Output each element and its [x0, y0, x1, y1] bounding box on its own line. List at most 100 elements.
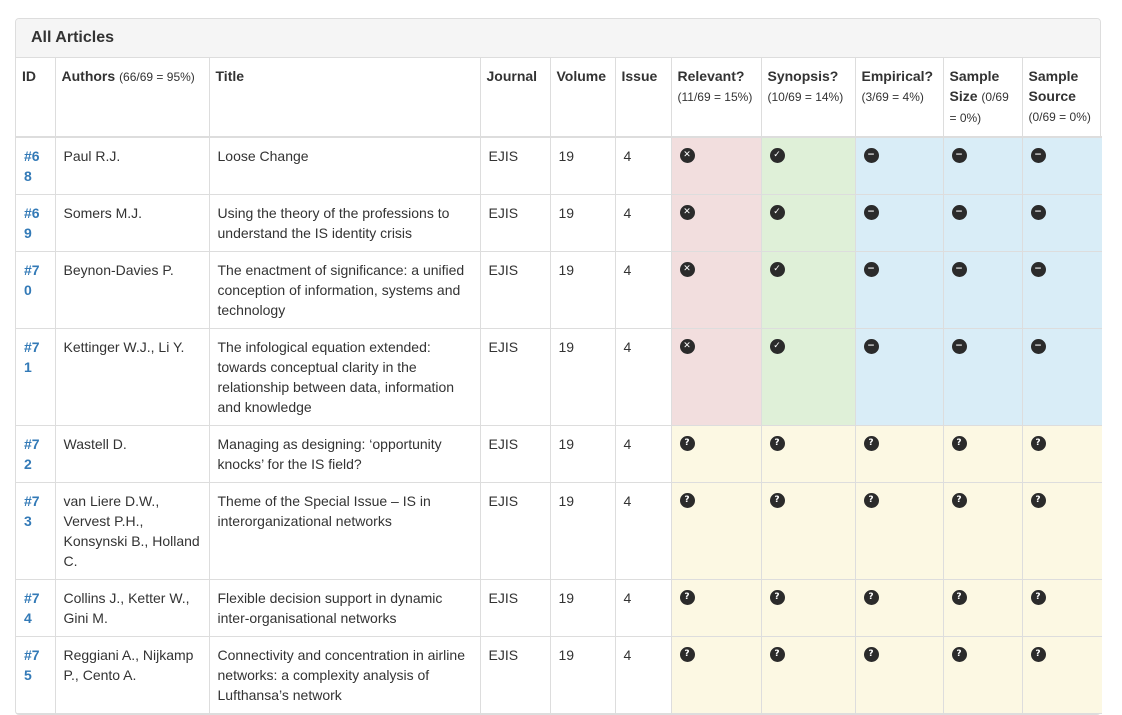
- article-id-cell: #69: [16, 194, 56, 252]
- question-circle-icon: ?: [951, 436, 967, 451]
- volume-cell: 19: [549, 425, 616, 483]
- title-cell: Managing as designing: ‘opportunity knoc…: [208, 425, 481, 483]
- col-label: Volume: [556, 68, 607, 84]
- col-header-sample-source: Sample Source (0/69 = 0%): [1021, 58, 1102, 138]
- issue-cell: 4: [614, 425, 672, 483]
- table-row: #75 Reggiani A., Nijkamp P., Cento A. Co…: [16, 636, 1102, 714]
- article-id-link[interactable]: #75: [24, 647, 40, 683]
- journal-cell: EJIS: [479, 328, 551, 426]
- article-id-link[interactable]: #72: [24, 436, 40, 472]
- relevant-status-cell: ✕: [670, 251, 762, 329]
- minus-circle-icon: −: [863, 262, 879, 277]
- minus-circle-icon: −: [1030, 148, 1046, 163]
- question-circle-icon: ?: [1030, 493, 1046, 508]
- empirical-status-cell: ?: [854, 425, 944, 483]
- volume-cell: 19: [549, 136, 616, 195]
- col-label: Synopsis?: [767, 68, 839, 84]
- journal-cell: EJIS: [479, 482, 551, 580]
- title-cell: The enactment of significance: a unified…: [208, 251, 481, 329]
- table-row: #71 Kettinger W.J., Li Y. The infologica…: [16, 328, 1102, 426]
- sample-size-status-cell: ?: [942, 579, 1023, 637]
- minus-circle-icon: −: [863, 205, 879, 220]
- articles-table: ID Authors (66/69 = 95%) Title Journal V…: [16, 58, 1102, 714]
- col-label: Relevant?: [677, 68, 745, 84]
- synopsis-status-cell: ✓: [760, 251, 856, 329]
- relevant-status-cell: ✕: [670, 328, 762, 426]
- journal-cell: EJIS: [479, 579, 551, 637]
- synopsis-status-cell: ?: [760, 482, 856, 580]
- question-circle-icon: ?: [769, 647, 785, 662]
- col-label: Empirical?: [861, 68, 934, 84]
- synopsis-status-cell: ?: [760, 425, 856, 483]
- title-cell: Flexible decision support in dynamic int…: [208, 579, 481, 637]
- minus-circle-icon: −: [951, 205, 967, 220]
- col-stat: (10/69 = 14%): [767, 90, 844, 104]
- empirical-status-cell: −: [854, 328, 944, 426]
- relevant-status-cell: ?: [670, 579, 762, 637]
- relevant-status-cell: ✕: [670, 194, 762, 252]
- col-label: Issue: [621, 68, 658, 84]
- journal-cell: EJIS: [479, 251, 551, 329]
- check-circle-icon: ✓: [769, 262, 785, 277]
- article-id-link[interactable]: #69: [24, 205, 40, 241]
- col-stat: (3/69 = 4%): [861, 90, 924, 104]
- article-id-link[interactable]: #73: [24, 493, 40, 529]
- volume-cell: 19: [549, 251, 616, 329]
- empirical-status-cell: −: [854, 136, 944, 195]
- empirical-status-cell: −: [854, 251, 944, 329]
- title-cell: Loose Change: [208, 136, 481, 195]
- sample-size-status-cell: −: [942, 251, 1023, 329]
- authors-cell: Reggiani A., Nijkamp P., Cento A.: [54, 636, 210, 714]
- relevant-status-cell: ?: [670, 636, 762, 714]
- article-id-cell: #71: [16, 328, 56, 426]
- sample-size-status-cell: ?: [942, 636, 1023, 714]
- sample-source-status-cell: −: [1021, 194, 1102, 252]
- empirical-status-cell: ?: [854, 579, 944, 637]
- volume-cell: 19: [549, 328, 616, 426]
- table-row: #72 Wastell D. Managing as designing: ‘o…: [16, 425, 1102, 483]
- col-header-synopsis: Synopsis? (10/69 = 14%): [760, 58, 856, 138]
- volume-cell: 19: [549, 579, 616, 637]
- col-header-sample-size: Sample Size (0/69 = 0%): [942, 58, 1023, 138]
- volume-cell: 19: [549, 482, 616, 580]
- question-circle-icon: ?: [679, 590, 695, 605]
- relevant-status-cell: ?: [670, 425, 762, 483]
- minus-circle-icon: −: [1030, 205, 1046, 220]
- authors-cell: Beynon-Davies P.: [54, 251, 210, 329]
- synopsis-status-cell: ✓: [760, 194, 856, 252]
- check-circle-icon: ✓: [769, 148, 785, 163]
- title-cell: Connectivity and concentration in airlin…: [208, 636, 481, 714]
- article-id-cell: #73: [16, 482, 56, 580]
- sample-size-status-cell: −: [942, 194, 1023, 252]
- minus-circle-icon: −: [863, 148, 879, 163]
- issue-cell: 4: [614, 136, 672, 195]
- journal-cell: EJIS: [479, 136, 551, 195]
- question-circle-icon: ?: [679, 436, 695, 451]
- question-circle-icon: ?: [769, 590, 785, 605]
- article-id-link[interactable]: #70: [24, 262, 40, 298]
- col-label: ID: [22, 68, 36, 84]
- article-id-link[interactable]: #74: [24, 590, 40, 626]
- all-articles-panel: All Articles ID Authors (66/69 = 95%) Ti…: [15, 18, 1102, 715]
- article-id-cell: #74: [16, 579, 56, 637]
- issue-cell: 4: [614, 636, 672, 714]
- article-id-link[interactable]: #71: [24, 339, 40, 375]
- volume-cell: 19: [549, 636, 616, 714]
- col-label: Authors: [61, 68, 116, 84]
- authors-cell: Collins J., Ketter W., Gini M.: [54, 579, 210, 637]
- authors-cell: Kettinger W.J., Li Y.: [54, 328, 210, 426]
- times-circle-icon: ✕: [679, 148, 695, 163]
- times-circle-icon: ✕: [679, 205, 695, 220]
- question-circle-icon: ?: [863, 647, 879, 662]
- article-id-link[interactable]: #68: [24, 148, 40, 184]
- synopsis-status-cell: ?: [760, 579, 856, 637]
- sample-size-status-cell: −: [942, 136, 1023, 195]
- question-circle-icon: ?: [679, 647, 695, 662]
- sample-size-status-cell: −: [942, 328, 1023, 426]
- question-circle-icon: ?: [951, 590, 967, 605]
- synopsis-status-cell: ✓: [760, 328, 856, 426]
- sample-size-status-cell: ?: [942, 425, 1023, 483]
- check-circle-icon: ✓: [769, 205, 785, 220]
- journal-cell: EJIS: [479, 425, 551, 483]
- col-stat: (0/69 = 0%): [949, 90, 1009, 125]
